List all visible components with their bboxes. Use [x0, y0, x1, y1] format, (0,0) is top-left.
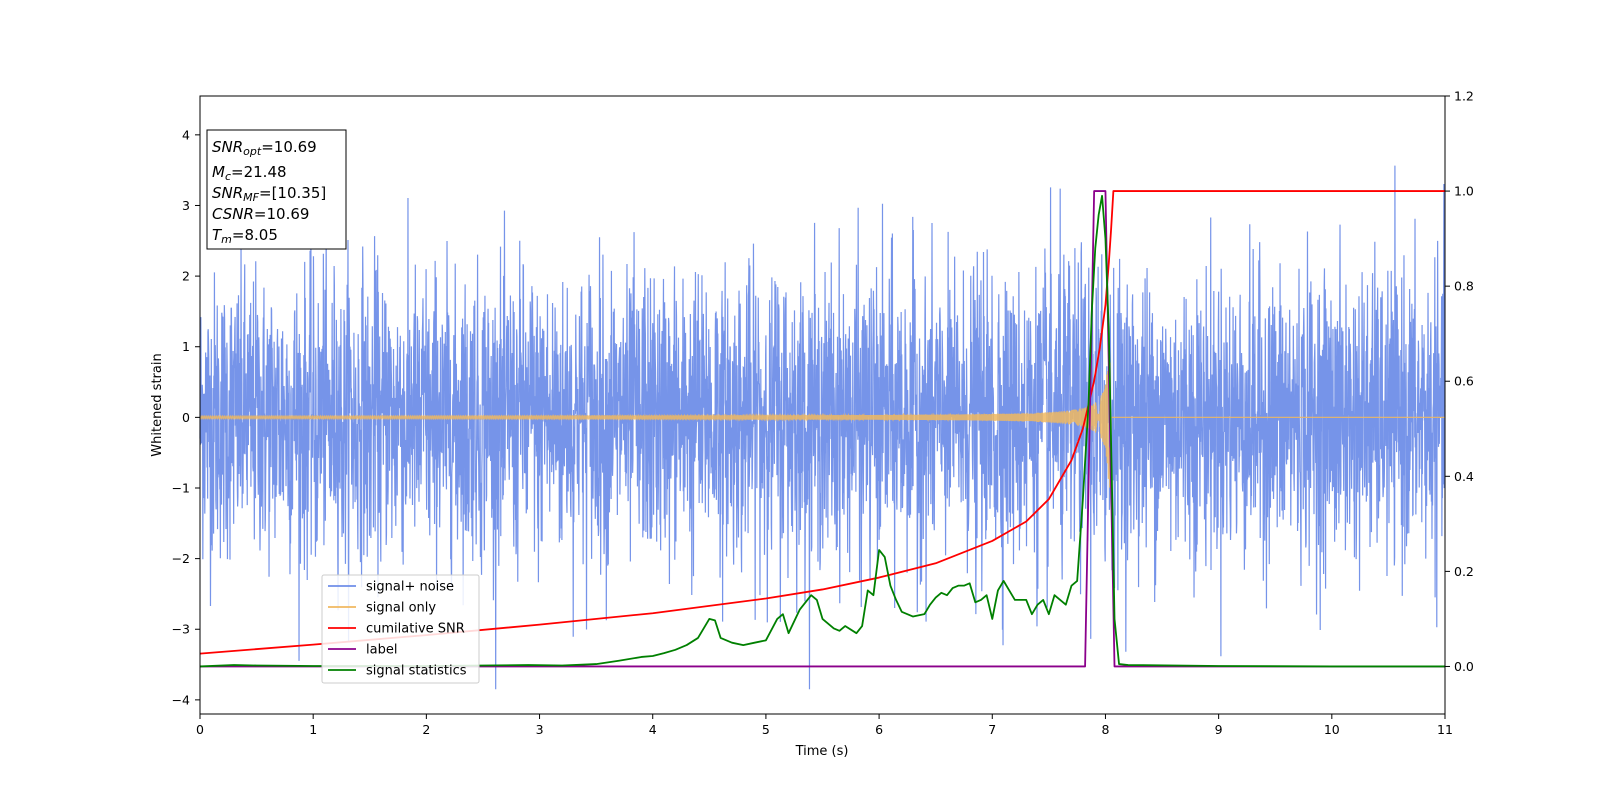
info-box-line: Tm=8.05 — [212, 226, 278, 246]
y-axis-label: Whitened strain — [150, 353, 165, 456]
info-box-line: CSNR=10.69 — [212, 205, 309, 223]
y-right-tick-label: 0.8 — [1454, 279, 1474, 294]
y-tick-label: 1 — [182, 339, 190, 354]
legend: signal+ noise signal only cumilative SNR la… — [321, 574, 480, 684]
info-box-line: Mc=21.48 — [212, 163, 287, 183]
y-right-tick-label: 0.2 — [1454, 564, 1474, 579]
legend-item-signal-noise: signal+ noise — [328, 580, 454, 595]
x-tick-label: 11 — [1437, 722, 1453, 737]
y-tick-label: 4 — [182, 127, 190, 142]
y-tick-label: 3 — [182, 198, 190, 213]
legend-item-cumilative-snr: cumilative SNR — [328, 622, 465, 637]
legend-label: signal only — [366, 601, 436, 616]
x-tick-label: 0 — [196, 722, 204, 737]
legend-item-label: label — [328, 643, 397, 658]
series-label-line — [200, 190, 1445, 668]
x-tick-label: 1 — [309, 722, 317, 737]
legend-item-signal-statistics: signal statistics — [328, 664, 467, 679]
x-tick-label: 5 — [762, 722, 770, 737]
y-right-tick-label: 0.0 — [1454, 659, 1474, 674]
axes-frame — [199, 95, 1446, 715]
x-tick-label: 6 — [875, 722, 883, 737]
legend-frame — [321, 574, 480, 684]
y-right-axis-ticks: 0.0 0.2 0.4 0.6 0.8 1.0 1.2 — [1445, 89, 1474, 674]
series-signal-only-line — [199, 362, 1445, 488]
y-tick-label: −1 — [172, 480, 190, 495]
legend-item-signal-only: signal only — [328, 601, 436, 616]
y-right-tick-label: 1.0 — [1454, 184, 1474, 199]
x-tick-label: 10 — [1324, 722, 1340, 737]
legend-label: cumilative SNR — [366, 622, 465, 637]
x-tick-label: 8 — [1101, 722, 1109, 737]
info-box: SNRopt=10.69 Mc=21.48SNRMF=[10.35]CSNR=10… — [206, 129, 347, 250]
y-tick-label: 2 — [182, 269, 190, 284]
y-axis-ticks: −4 −3 −2 −1 0 1 2 3 4 — [172, 127, 200, 707]
x-tick-label: 3 — [536, 722, 544, 737]
y-tick-label: −4 — [172, 692, 190, 707]
x-tick-label: 4 — [649, 722, 657, 737]
x-axis-ticks: 0 1 2 3 4 5 6 7 8 9 10 11 — [196, 714, 1453, 737]
legend-label: label — [366, 643, 397, 658]
info-box-line: SNRopt=10.69 — [212, 138, 317, 158]
x-tick-label: 9 — [1215, 722, 1223, 737]
series-signal-noise-line — [199, 165, 1446, 690]
x-tick-label: 2 — [422, 722, 430, 737]
series-signal-statistics-line — [199, 194, 1445, 668]
x-tick-label: 7 — [988, 722, 996, 737]
y-tick-label: 0 — [182, 410, 190, 425]
y-right-tick-label: 0.6 — [1454, 374, 1474, 389]
legend-label: signal+ noise — [366, 580, 454, 595]
info-box-line: SNRMF=[10.35] — [212, 184, 326, 204]
y-right-tick-label: 0.4 — [1454, 469, 1474, 484]
y-right-tick-label: 1.2 — [1454, 89, 1474, 104]
x-axis-label: Time (s) — [795, 744, 849, 759]
info-box-frame — [206, 129, 347, 250]
y-tick-label: −3 — [172, 622, 190, 637]
plot-area — [199, 165, 1446, 690]
legend-label: signal statistics — [366, 664, 467, 679]
y-tick-label: −2 — [172, 551, 190, 566]
